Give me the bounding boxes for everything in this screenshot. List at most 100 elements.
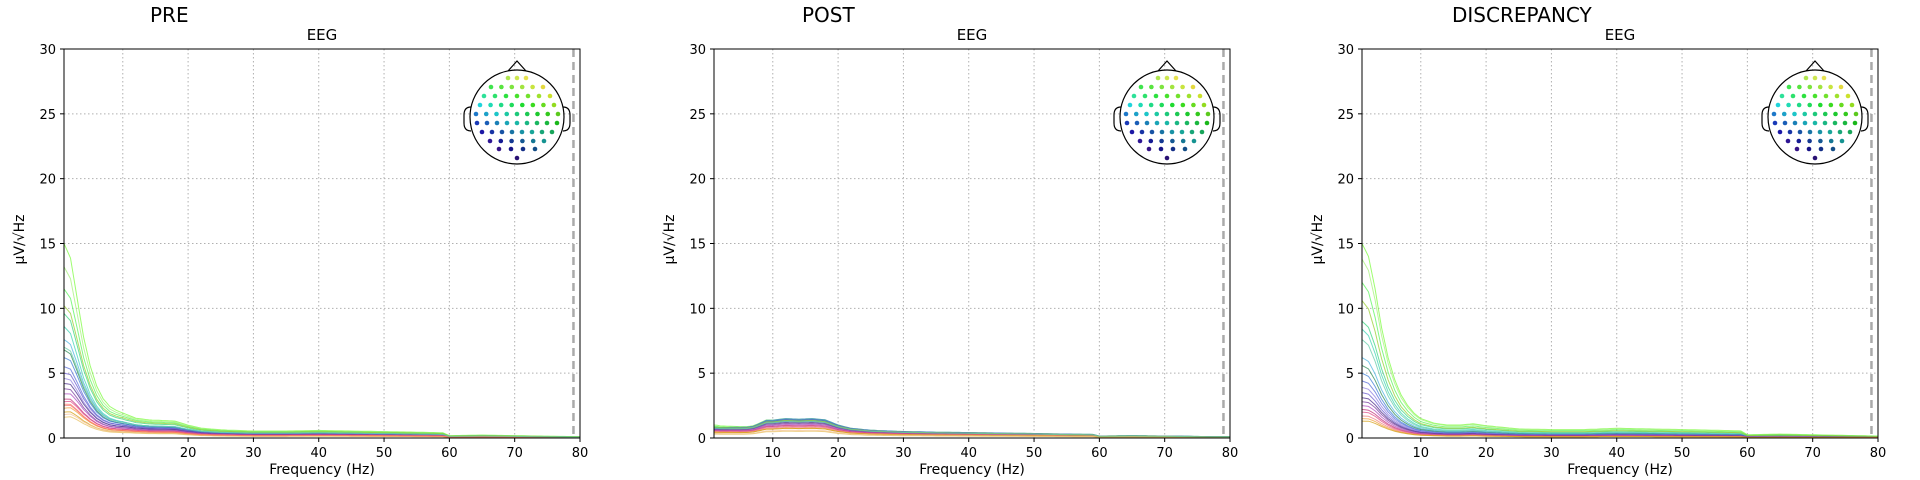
sensor-dot (509, 102, 515, 108)
sensor-dot (514, 111, 520, 117)
sensor-dot (1843, 111, 1849, 117)
sensor-dot (481, 93, 487, 99)
psd-line (63, 346, 581, 438)
sensor-dot (1812, 120, 1818, 126)
sensor-dot (1828, 138, 1834, 144)
sensor-dot (1792, 120, 1798, 126)
sensor-layout-inset (1113, 60, 1221, 165)
sensor-dot (519, 102, 525, 108)
sensor-dot (554, 120, 560, 126)
sensor-dot (503, 93, 509, 99)
sensor-dot (530, 138, 536, 144)
x-tick-label: 30 (895, 446, 912, 461)
y-tick-label: 15 (689, 238, 706, 253)
sensor-dot (1144, 120, 1150, 126)
sensor-dot (1133, 111, 1139, 117)
sensor-dot (509, 129, 515, 135)
subplot-title: EEG (1605, 26, 1636, 44)
x-tick-label: 50 (1674, 446, 1691, 461)
sensor-dot (519, 84, 525, 90)
sensor-dot (1185, 111, 1190, 117)
panel-title: PRE (150, 3, 189, 27)
sensor-dot (551, 102, 557, 108)
sensor-dot (549, 129, 555, 135)
panel-pre: PRE EEG 10 20 30 40 50 60 70 80 0 5 10 15 20 25 30 Frequ… (0, 0, 640, 480)
sensor-dot (1787, 129, 1793, 135)
y-tick-label: 25 (689, 108, 706, 123)
psd-line (1361, 420, 1878, 439)
sensor-dot (1828, 84, 1833, 90)
sensor-dot (1164, 120, 1170, 126)
y-tick-label: 30 (39, 43, 56, 58)
sensor-dot (1180, 138, 1186, 144)
sensor-dot (509, 138, 514, 144)
sensor-dot (1191, 102, 1196, 108)
y-tick-label: 0 (698, 432, 706, 447)
psd-line (63, 349, 580, 438)
sensor-dot (1827, 129, 1833, 135)
x-axis-label: Frequency (Hz) (269, 462, 375, 478)
x-tick-label: 40 (960, 446, 977, 461)
sensor-dot (483, 111, 489, 117)
sensor-dot (1142, 93, 1148, 99)
y-tick-label: 25 (39, 108, 56, 123)
sensor-dot (1796, 138, 1802, 144)
sensor-dot (1174, 120, 1180, 126)
sensor-dot (1170, 138, 1175, 144)
sensor-dot (523, 75, 529, 81)
sensor-dot (1792, 111, 1797, 117)
sensor-dot (1201, 102, 1207, 108)
sensor-dot (1170, 146, 1176, 152)
psd-line (1361, 258, 1879, 437)
sensor-dot (1785, 138, 1791, 144)
sensor-dot (539, 129, 545, 135)
sensor-dot (1833, 111, 1838, 117)
sensor-dot (1812, 111, 1818, 117)
sensor-dot (1771, 111, 1777, 117)
subplot-title: EEG (307, 26, 338, 44)
y-tick-label: 5 (1346, 367, 1354, 382)
head-outline (1767, 69, 1863, 165)
x-tick-label: 50 (1026, 446, 1043, 461)
sensor-dot (1123, 111, 1129, 117)
sensor-dot (1146, 146, 1152, 152)
sensor-dot (1195, 111, 1201, 117)
sensor-dot (1153, 93, 1159, 99)
sensor-dot (1807, 102, 1813, 108)
sensor-dot (1169, 129, 1175, 135)
x-tick-label: 80 (572, 446, 589, 461)
sensor-dot (477, 102, 483, 108)
sensor-dot (1144, 111, 1149, 117)
sensor-dot (1205, 111, 1211, 117)
y-tick-label: 10 (689, 302, 706, 317)
sensor-dot (1197, 93, 1203, 99)
sensor-dot (508, 146, 514, 152)
panel-post: POST EEG 10 20 30 40 50 60 70 80 0 5 10 15 20 25 30 Freq… (650, 0, 1290, 480)
sensor-dot (1159, 84, 1165, 90)
sensor-dot (488, 84, 494, 90)
y-axis-label: µV/√Hz (12, 215, 28, 265)
sensor-dot (1189, 129, 1195, 135)
psd-line (1361, 339, 1878, 438)
y-tick-label: 10 (39, 302, 56, 317)
sensor-dot (1802, 111, 1808, 117)
x-tick-label: 20 (180, 446, 197, 461)
sensor-dot (494, 111, 499, 117)
x-tick-label: 50 (376, 446, 393, 461)
y-ticks: 0 5 10 15 20 25 30 (689, 43, 714, 447)
sensor-layout-inset (463, 60, 571, 165)
sensor-dot (1818, 138, 1823, 144)
subplot-title: EEG (957, 26, 988, 44)
sensor-dot (484, 120, 490, 126)
sensor-dot (1175, 93, 1181, 99)
sensor-dot (1801, 93, 1807, 99)
sensor-dot (1154, 111, 1160, 117)
sensor-dot (1138, 84, 1144, 90)
psd-line (713, 420, 1230, 438)
sensor-dot (1817, 129, 1823, 135)
nose (1157, 60, 1177, 72)
sensor-dot (1149, 84, 1154, 90)
sensor-dot (1772, 120, 1778, 126)
chart-discrepancy: EEG 10 20 30 40 50 60 70 80 0 5 10 15 20 25 30 Frequency… (1310, 26, 1886, 478)
y-tick-label: 0 (1346, 432, 1354, 447)
